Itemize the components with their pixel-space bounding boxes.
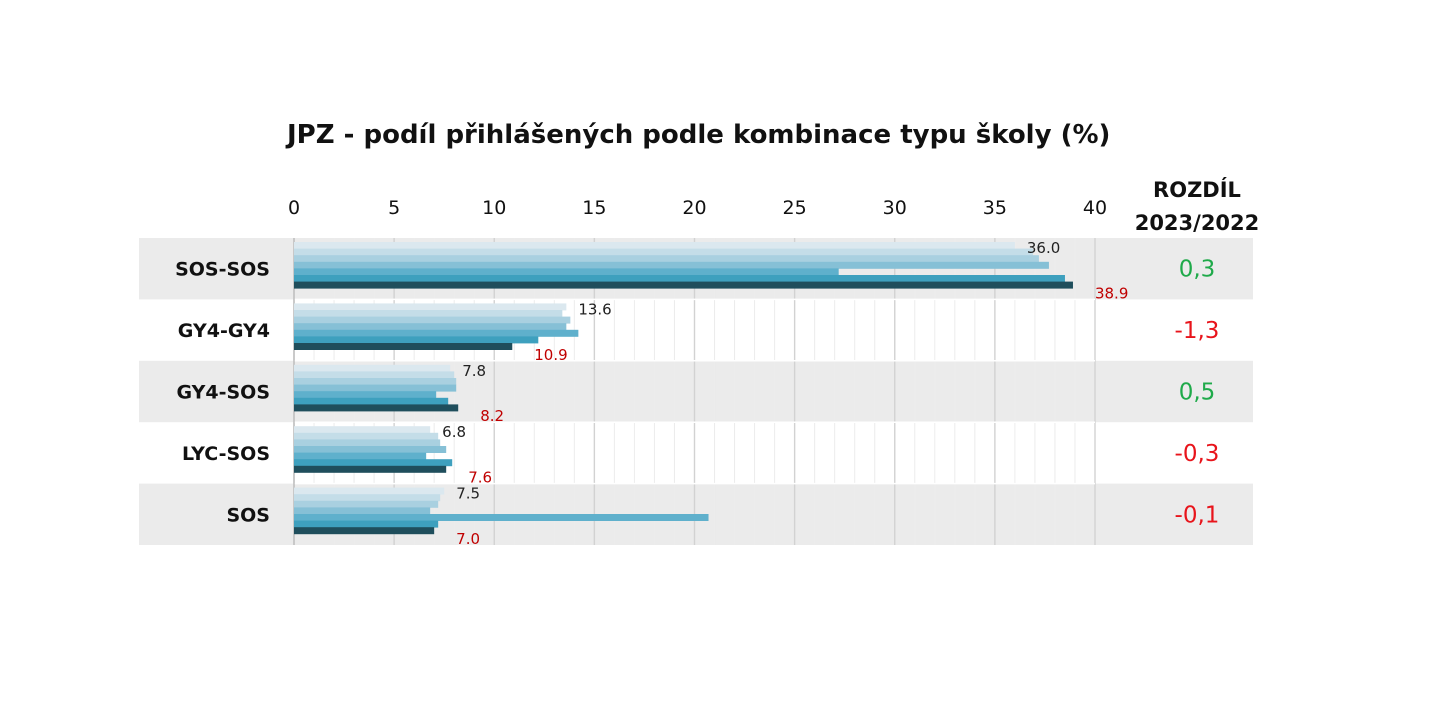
bar — [294, 268, 839, 276]
bar — [294, 494, 441, 502]
bar — [294, 452, 427, 460]
x-tick-label: 0 — [288, 197, 300, 219]
first-value-label: 36.0 — [1027, 239, 1060, 257]
bar — [294, 364, 451, 372]
last-value-label: 38.9 — [1095, 284, 1128, 302]
bar — [294, 514, 709, 521]
difference-header-line2: 2023/2022 — [1135, 211, 1260, 235]
bar — [294, 316, 571, 324]
category-label: GY4-SOS — [176, 382, 270, 404]
last-value-label: 7.0 — [456, 530, 480, 548]
x-tick-label: 10 — [482, 197, 506, 219]
difference-value: -0,3 — [1175, 441, 1220, 467]
category-label: LYC-SOS — [182, 443, 270, 465]
bar — [294, 500, 439, 508]
difference-header-line1: ROZDÍL — [1153, 177, 1241, 202]
bar — [294, 397, 449, 405]
last-value-label: 10.9 — [534, 346, 567, 364]
difference-value: 0,5 — [1179, 380, 1216, 406]
bar — [294, 404, 459, 412]
bar — [294, 343, 513, 350]
category-label: GY4-GY4 — [178, 320, 270, 342]
bar — [294, 439, 441, 447]
category-label: SOS-SOS — [175, 259, 270, 281]
x-tick-label: 20 — [682, 197, 706, 219]
bar — [294, 255, 1039, 263]
bar — [294, 391, 437, 399]
bar — [294, 242, 1015, 249]
bar — [294, 275, 1065, 282]
bar — [294, 426, 431, 434]
bar — [294, 507, 431, 515]
bar — [294, 465, 447, 473]
x-tick-label: 40 — [1083, 197, 1107, 219]
bar — [294, 520, 439, 528]
x-tick-label: 25 — [783, 197, 807, 219]
bar — [294, 432, 439, 440]
x-tick-label: 5 — [388, 197, 400, 219]
difference-value: -0,1 — [1175, 502, 1220, 528]
category-label: SOS — [226, 504, 270, 526]
bar — [294, 487, 445, 495]
chart-title: JPZ - podíl přihlášených podle kombinace… — [285, 120, 1110, 150]
bar — [294, 336, 539, 344]
bar — [294, 281, 1073, 289]
first-value-label: 7.5 — [456, 485, 480, 503]
bar — [294, 459, 453, 467]
last-value-label: 8.2 — [480, 407, 504, 425]
bar — [294, 310, 563, 317]
bar — [294, 384, 457, 392]
bar — [294, 323, 567, 331]
last-value-label: 7.6 — [468, 469, 492, 487]
bar — [294, 329, 579, 337]
bar — [294, 261, 1049, 269]
x-tick-label: 30 — [883, 197, 907, 219]
difference-value: -1,3 — [1175, 318, 1220, 344]
bar — [294, 527, 435, 535]
first-value-label: 13.6 — [578, 300, 611, 318]
bar — [294, 371, 455, 379]
x-tick-label: 35 — [983, 197, 1007, 219]
bar — [294, 446, 447, 453]
first-value-label: 6.8 — [442, 423, 466, 441]
x-tick-label: 15 — [582, 197, 606, 219]
bar — [294, 378, 457, 385]
difference-value: 0,3 — [1179, 257, 1216, 283]
bar — [294, 248, 1033, 256]
bar — [294, 303, 567, 311]
first-value-label: 7.8 — [462, 362, 486, 380]
